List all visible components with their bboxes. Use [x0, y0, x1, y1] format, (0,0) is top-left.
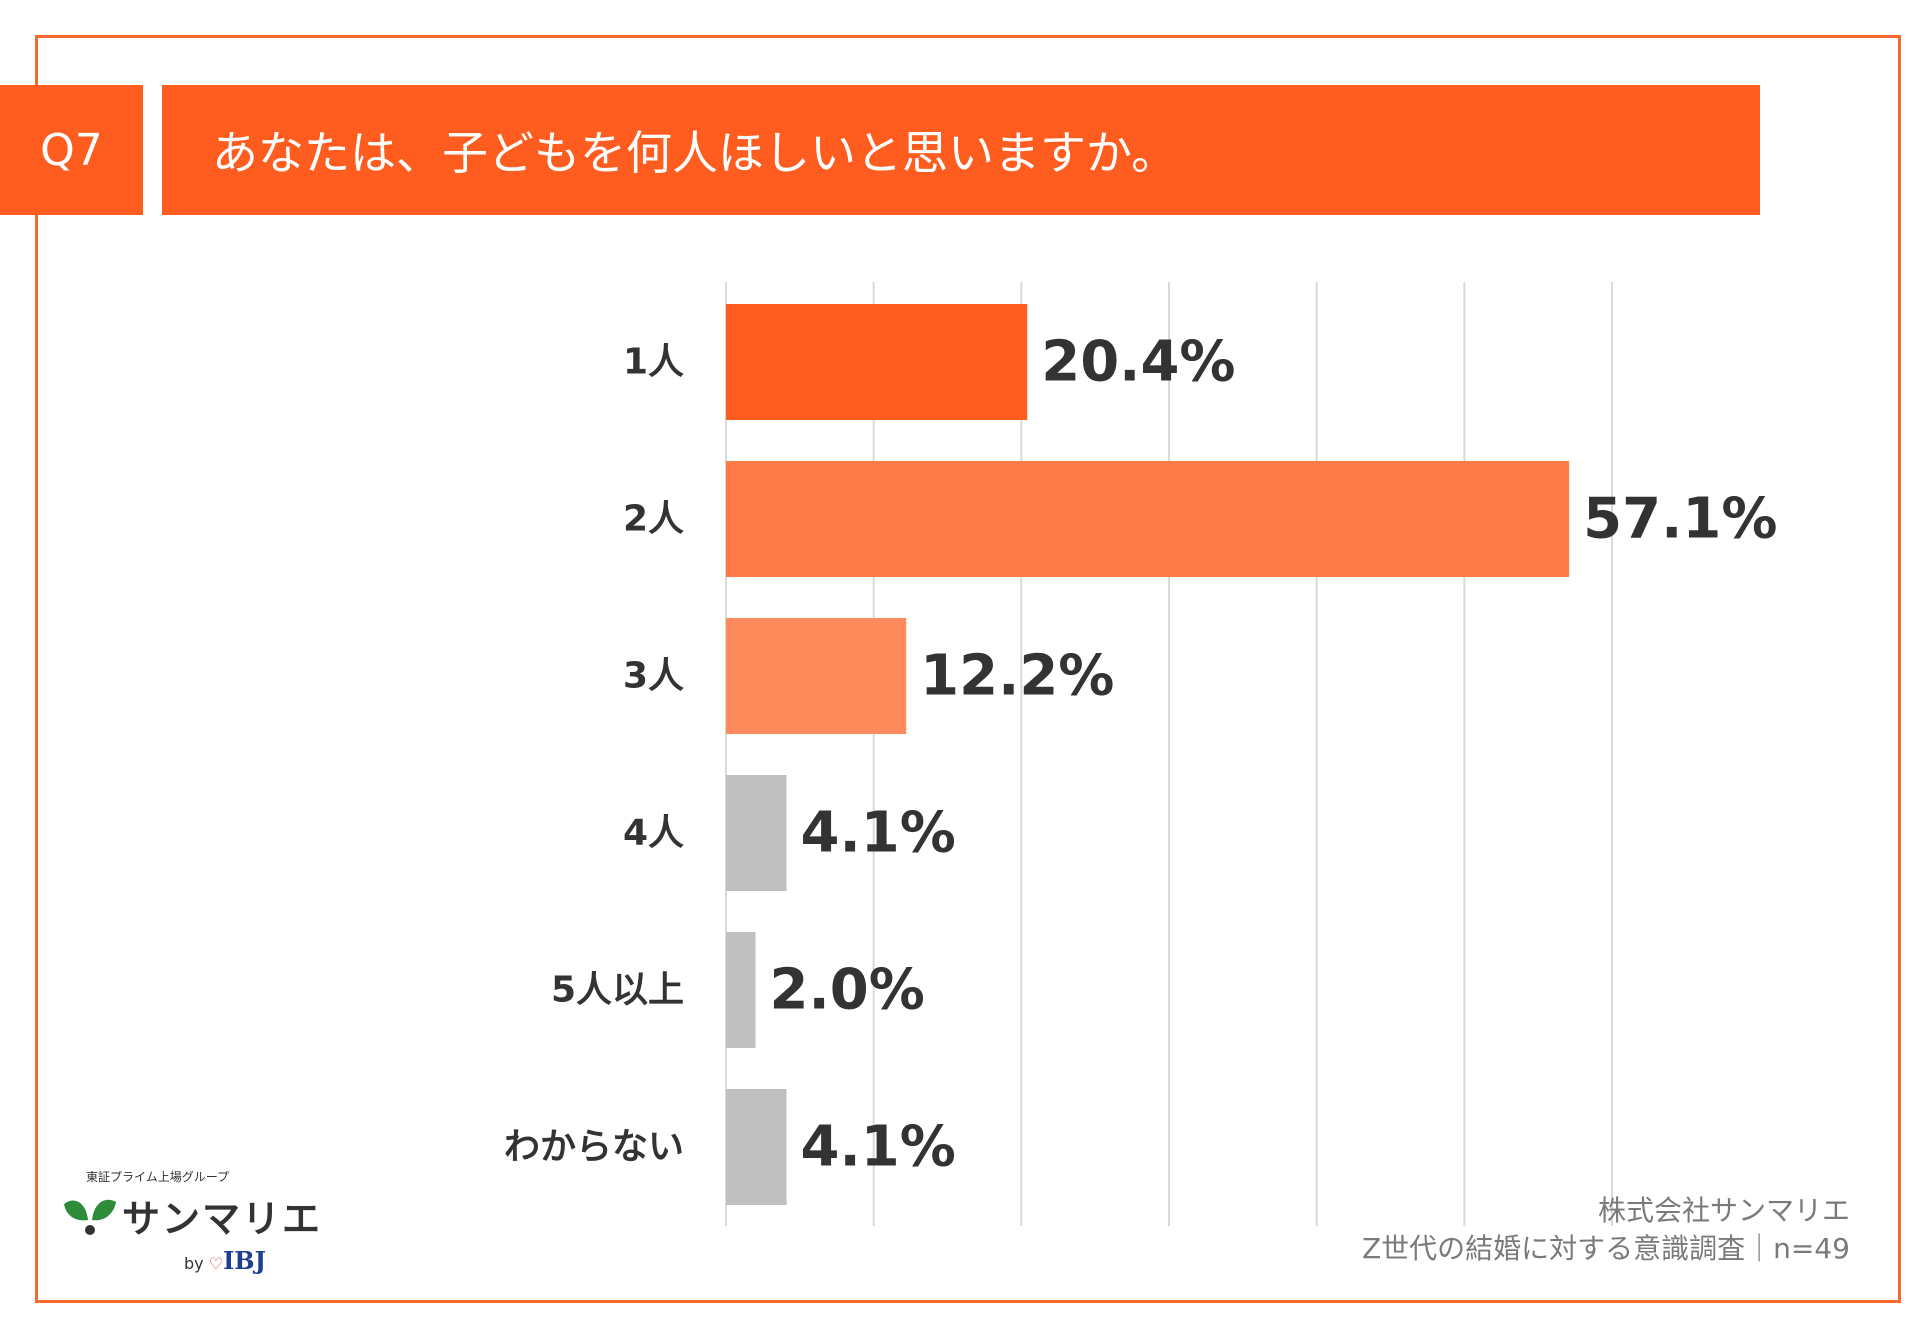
- data-label: 57.1%: [1583, 487, 1777, 552]
- category-label: わからない: [504, 1127, 684, 1168]
- data-label: 12.2%: [920, 644, 1114, 709]
- bar: [726, 304, 1028, 420]
- category-label: 1人: [623, 342, 684, 383]
- bar: [726, 775, 787, 891]
- source-company: 株式会社サンマリエ: [1597, 1194, 1850, 1227]
- logo-by-ibj: by ♡IBJ: [184, 1246, 266, 1275]
- data-label: 4.1%: [801, 801, 956, 866]
- logo-name: サンマリエ: [122, 1197, 323, 1241]
- category-label: 3人: [623, 656, 684, 697]
- bar: [726, 618, 907, 734]
- logo-by-text: by: [184, 1254, 204, 1273]
- sunmarie-logo: 東証プライム上場グループ サンマリエ by ♡IBJ: [60, 1168, 320, 1278]
- ibj-logo-text: IBJ: [223, 1246, 266, 1275]
- category-label: 4人: [623, 813, 684, 854]
- question-title: あなたは、子どもを何人ほしいと思いますか。: [162, 85, 1760, 215]
- category-label: 2人: [623, 499, 684, 540]
- bar: [726, 1089, 787, 1205]
- heart-icon: ♡: [208, 1254, 224, 1273]
- chart-frame: [35, 35, 1901, 1303]
- source-survey: Z世代の結婚に対する意識調査｜n=49: [1361, 1232, 1850, 1265]
- bar: [726, 461, 1570, 577]
- question-number-badge: Q7: [0, 85, 143, 215]
- leaf-icon: [64, 1199, 116, 1235]
- data-label: 4.1%: [801, 1115, 956, 1180]
- data-label: 20.4%: [1041, 330, 1235, 395]
- data-label: 2.0%: [770, 958, 925, 1023]
- category-label: 5人以上: [551, 970, 684, 1011]
- source-note: 株式会社サンマリエ Z世代の結婚に対する意識調査｜n=49: [1362, 1192, 1850, 1268]
- logo-tagline: 東証プライム上場グループ: [86, 1170, 230, 1184]
- bar: [726, 932, 756, 1048]
